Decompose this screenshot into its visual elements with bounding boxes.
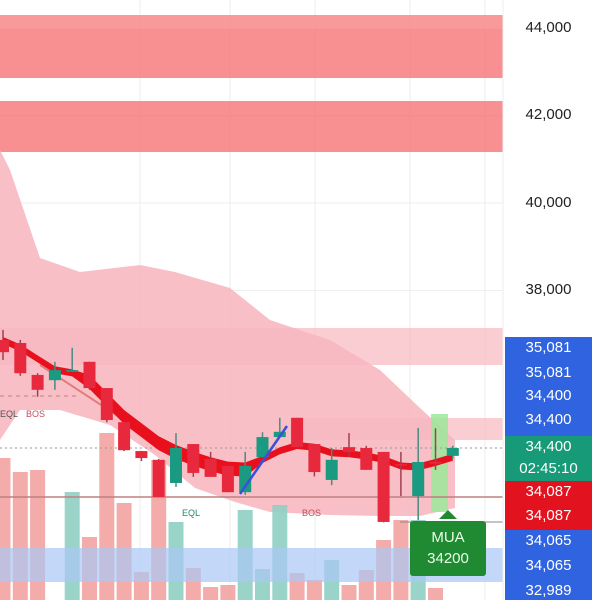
y-tick-label: 40,000 xyxy=(525,194,572,211)
supply-zone xyxy=(0,328,503,365)
candle-down[interactable] xyxy=(135,451,148,459)
candle-down[interactable] xyxy=(100,388,113,420)
bos-label-2: BOS xyxy=(302,508,322,518)
price-tag: 35,081 xyxy=(505,337,592,362)
y-tick-label: 44,000 xyxy=(525,19,572,36)
signal-text: MUA xyxy=(431,529,465,546)
eql-label-2: EQL xyxy=(182,508,201,518)
volume-bar xyxy=(0,458,11,600)
candle-up[interactable] xyxy=(66,370,79,372)
volume-bar xyxy=(428,588,443,600)
volume-bar xyxy=(341,585,357,600)
candle-down[interactable] xyxy=(360,448,373,470)
supply-zone-small xyxy=(290,418,503,440)
candle-down[interactable] xyxy=(14,343,27,374)
resistance-zone-lower xyxy=(0,101,503,152)
candle-down[interactable] xyxy=(152,459,165,497)
candle-down[interactable] xyxy=(343,447,355,452)
candle-down[interactable] xyxy=(291,417,304,448)
buy-signal-label: MUA 34200 xyxy=(410,510,486,576)
resistance-zone-upper-band xyxy=(0,15,503,29)
price-tag: 34,400 xyxy=(505,385,592,409)
candle-down[interactable] xyxy=(31,374,44,390)
candle-up[interactable] xyxy=(446,448,459,456)
price-tag: 34,065 xyxy=(505,555,592,580)
candle-down[interactable] xyxy=(187,444,200,473)
candle-up[interactable] xyxy=(239,465,252,493)
trend-line-up xyxy=(238,425,289,495)
price-tag: 35,081 xyxy=(505,362,592,385)
signal-price: 34200 xyxy=(427,550,469,567)
candle-down[interactable] xyxy=(204,458,217,477)
candle-down[interactable] xyxy=(221,465,234,493)
volume-bar xyxy=(203,587,219,600)
y-tick-label: 38,000 xyxy=(525,281,572,298)
candle-down[interactable] xyxy=(377,451,390,522)
price-tag: 34,065 xyxy=(505,530,592,555)
candle-down[interactable] xyxy=(394,464,407,466)
candle-up[interactable] xyxy=(48,370,61,381)
candle-down[interactable] xyxy=(118,422,131,451)
price-tag: 34,087 xyxy=(505,481,592,505)
candle-up[interactable] xyxy=(256,437,269,458)
price-tag: 02:45:10 xyxy=(505,458,592,481)
candle-down[interactable] xyxy=(308,444,321,473)
candle-up[interactable] xyxy=(325,459,338,480)
volume-bar xyxy=(220,585,236,600)
eql-label-1: EQL xyxy=(0,409,19,419)
candle-down[interactable] xyxy=(429,462,442,464)
candle-down[interactable] xyxy=(0,339,9,353)
price-tag: 34,400 xyxy=(505,409,592,436)
volume-bar xyxy=(64,492,80,600)
candle-up[interactable] xyxy=(170,448,182,483)
candle-down[interactable] xyxy=(83,361,96,389)
price-tag: 34,400 xyxy=(505,436,592,458)
candle-up[interactable] xyxy=(412,462,425,497)
price-tag: 34,087 xyxy=(505,505,592,530)
y-tick-label: 42,000 xyxy=(525,106,572,123)
volume-bar xyxy=(306,580,322,600)
bos-label-1: BOS xyxy=(26,409,46,419)
price-tag: 32,989 xyxy=(505,580,592,600)
